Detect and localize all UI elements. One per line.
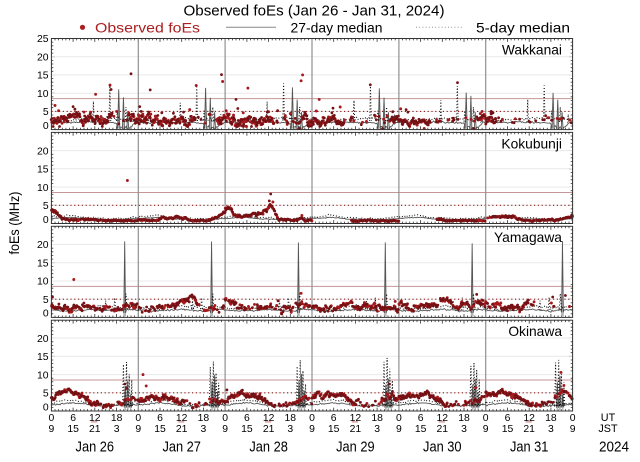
- svg-text:6: 6: [157, 413, 163, 424]
- svg-text:5: 5: [43, 107, 49, 118]
- svg-text:Jan 28: Jan 28: [249, 439, 288, 455]
- svg-text:12: 12: [263, 413, 275, 424]
- svg-text:Okinawa: Okinawa: [508, 324, 562, 339]
- svg-text:18: 18: [545, 413, 557, 424]
- svg-text:Jan 30: Jan 30: [423, 439, 462, 455]
- svg-text:12: 12: [350, 413, 362, 424]
- svg-text:2024: 2024: [599, 439, 629, 455]
- svg-text:15: 15: [241, 424, 253, 435]
- svg-text:21: 21: [89, 424, 101, 435]
- svg-text:0: 0: [309, 413, 315, 424]
- svg-text:5: 5: [43, 389, 49, 400]
- svg-text:20: 20: [37, 240, 49, 251]
- svg-text:21: 21: [350, 424, 362, 435]
- svg-text:Jan 27: Jan 27: [162, 439, 201, 455]
- svg-text:foEs (MHz): foEs (MHz): [7, 192, 22, 255]
- svg-text:0: 0: [49, 413, 55, 424]
- svg-text:18: 18: [198, 413, 210, 424]
- svg-text:6: 6: [505, 413, 511, 424]
- svg-text:0: 0: [396, 413, 402, 424]
- svg-text:15: 15: [502, 424, 514, 435]
- svg-text:UT: UT: [601, 412, 616, 424]
- svg-text:15: 15: [67, 424, 79, 435]
- svg-text:9: 9: [396, 424, 402, 435]
- svg-text:6: 6: [418, 413, 424, 424]
- svg-text:15: 15: [37, 71, 49, 82]
- svg-text:0: 0: [570, 413, 576, 424]
- svg-text:0: 0: [135, 413, 141, 424]
- svg-text:12: 12: [523, 413, 535, 424]
- svg-text:3: 3: [201, 424, 207, 435]
- svg-text:21: 21: [263, 424, 275, 435]
- svg-text:0: 0: [43, 309, 49, 320]
- svg-text:21: 21: [437, 424, 449, 435]
- svg-text:0: 0: [43, 215, 49, 226]
- svg-text:18: 18: [111, 413, 123, 424]
- svg-text:12: 12: [89, 413, 101, 424]
- svg-text:9: 9: [309, 424, 315, 435]
- svg-text:10: 10: [37, 277, 49, 288]
- svg-text:9: 9: [570, 424, 576, 435]
- svg-text:6: 6: [244, 413, 250, 424]
- svg-text:18: 18: [371, 413, 383, 424]
- svg-text:10: 10: [37, 370, 49, 381]
- svg-text:21: 21: [523, 424, 535, 435]
- svg-text:20: 20: [37, 334, 49, 345]
- svg-text:18: 18: [285, 413, 297, 424]
- svg-text:20: 20: [37, 146, 49, 157]
- svg-text:Observed foEs (Jan 26 - Jan 31: Observed foEs (Jan 26 - Jan 31, 2024): [184, 3, 445, 19]
- svg-text:3: 3: [114, 424, 120, 435]
- svg-text:3: 3: [461, 424, 467, 435]
- svg-text:15: 15: [37, 165, 49, 176]
- svg-text:6: 6: [70, 413, 76, 424]
- svg-text:12: 12: [176, 413, 188, 424]
- svg-text:18: 18: [458, 413, 470, 424]
- svg-text:27-day median: 27-day median: [291, 19, 383, 35]
- svg-text:0: 0: [43, 402, 49, 413]
- svg-text:Jan 29: Jan 29: [336, 439, 375, 455]
- svg-text:10: 10: [37, 89, 49, 100]
- svg-text:15: 15: [154, 424, 166, 435]
- svg-text:15: 15: [415, 424, 427, 435]
- svg-text:0: 0: [222, 413, 228, 424]
- svg-text:6: 6: [331, 413, 337, 424]
- svg-text:12: 12: [437, 413, 449, 424]
- svg-text:15: 15: [37, 258, 49, 269]
- svg-text:Observed foEs: Observed foEs: [95, 19, 200, 35]
- svg-text:0: 0: [43, 121, 49, 132]
- svg-text:Jan 31: Jan 31: [510, 439, 549, 455]
- svg-text:5: 5: [43, 295, 49, 306]
- svg-text:Kokubunji: Kokubunji: [501, 136, 562, 151]
- svg-text:3: 3: [374, 424, 380, 435]
- svg-text:15: 15: [328, 424, 340, 435]
- svg-text:15: 15: [37, 352, 49, 363]
- svg-text:0: 0: [483, 413, 489, 424]
- svg-text:3: 3: [548, 424, 554, 435]
- svg-text:10: 10: [37, 183, 49, 194]
- svg-text:Yamagawa: Yamagawa: [494, 230, 562, 245]
- svg-text:Wakkanai: Wakkanai: [502, 42, 562, 57]
- svg-text:3: 3: [287, 424, 293, 435]
- svg-text:20: 20: [37, 52, 49, 63]
- svg-text:9: 9: [222, 424, 228, 435]
- svg-text:9: 9: [135, 424, 141, 435]
- svg-text:25: 25: [37, 34, 49, 45]
- svg-text:5-day median: 5-day median: [476, 19, 570, 35]
- svg-text:5: 5: [43, 201, 49, 212]
- svg-text:9: 9: [49, 424, 55, 435]
- svg-text:Jan 26: Jan 26: [76, 439, 115, 455]
- svg-text:21: 21: [176, 424, 188, 435]
- svg-text:JST: JST: [598, 423, 618, 435]
- svg-text:9: 9: [483, 424, 489, 435]
